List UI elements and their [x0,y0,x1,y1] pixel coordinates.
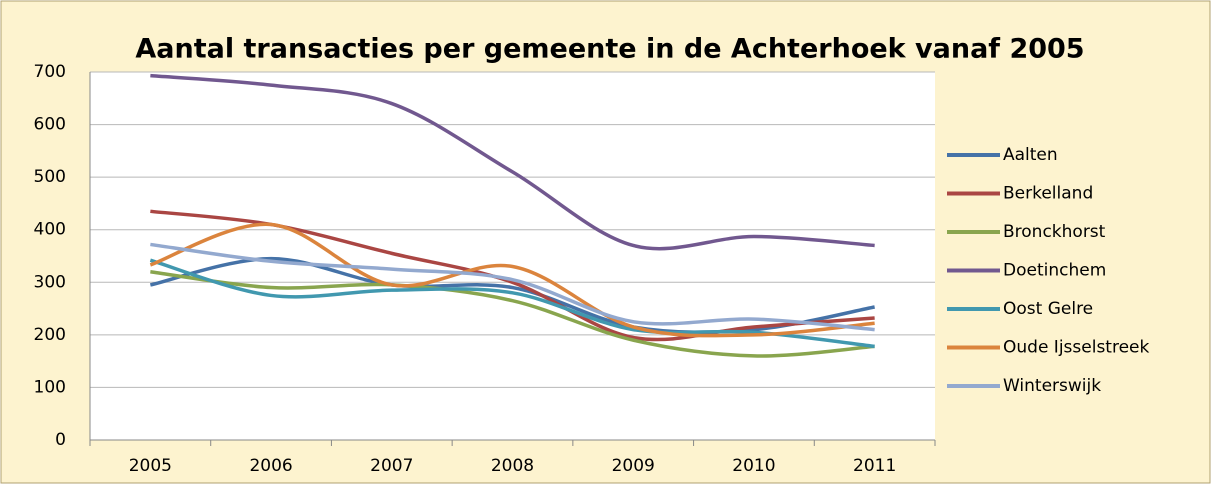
series-line [150,270,875,358]
series-line [149,256,875,334]
x-tick-label: 2006 [249,456,292,476]
y-tick-label: 500 [34,167,66,187]
series-line [149,222,875,338]
series-line [150,242,875,332]
x-tick-label: 2009 [612,456,655,476]
chart-title: Aantal transacties per gemeente in de Ac… [135,34,1084,65]
y-tick-label: 200 [34,325,66,345]
x-tick-label: 2007 [370,456,413,476]
legend-label: Aalten [1003,145,1058,165]
y-tick-label: 300 [34,272,66,292]
y-tick-label: 100 [34,377,66,397]
legend-label: Winterswijk [1003,376,1101,396]
series-line [149,258,875,349]
legend-label: Doetinchem [1003,261,1106,281]
y-tick-label: 0 [55,430,66,450]
series-line [150,73,875,251]
legend-label: Oude Ijsselstreek [1003,338,1149,358]
y-tick-label: 400 [34,220,66,240]
x-tick-label: 2011 [853,456,896,476]
legend-label: Bronckhorst [1003,222,1106,242]
y-tick-label: 600 [34,115,66,135]
y-tick-label: 700 [34,62,66,82]
legend-label: Oost Gelre [1003,299,1093,319]
x-tick-label: 2008 [491,456,534,476]
x-tick-label: 2010 [732,456,775,476]
x-tick-label: 2005 [129,456,172,476]
legend-label: Berkelland [1003,184,1093,204]
